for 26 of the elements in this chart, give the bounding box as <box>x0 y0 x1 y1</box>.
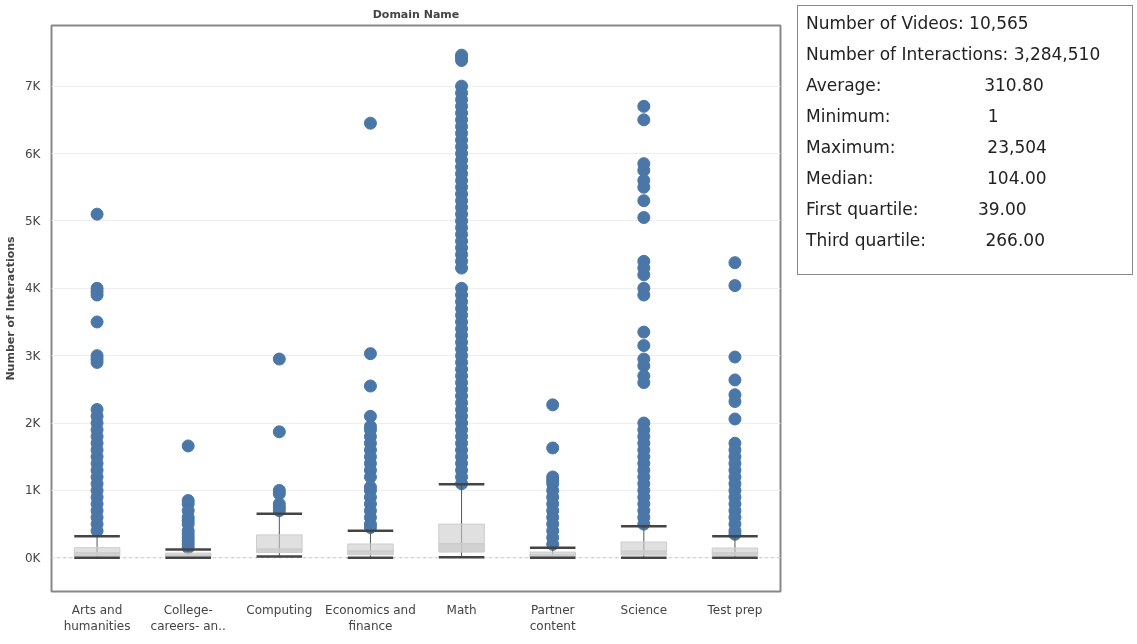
x-tick-label: Test prep <box>706 602 763 617</box>
y-tick-label: 1K <box>25 483 42 498</box>
x-tick-label: Math <box>446 602 477 617</box>
x-tick-label: Arts and humanities <box>63 602 131 634</box>
y-tick-label: 4K <box>25 281 42 296</box>
y-tick-label: 3K <box>25 348 42 363</box>
text: Average: 310.80 <box>806 74 1045 97</box>
y-tick-label: 2K <box>25 416 42 431</box>
x-tick-label: College- careers- an.. <box>150 602 226 634</box>
text: First quartile: 39.00 <box>806 198 1028 221</box>
x-tick-label: Partner content <box>529 602 576 634</box>
x-tick-label: Computing <box>246 602 313 617</box>
text: Median: 104.00 <box>806 167 1048 190</box>
text: Number of Interactions: 3,284,510 <box>806 43 1101 66</box>
y-tick-label: 0K <box>25 550 42 565</box>
x-tick-label: Science <box>620 602 668 617</box>
y-axis-title: Number of Interactions <box>4 235 17 381</box>
x-axis-title: Domain Name <box>372 7 460 21</box>
text: Minimum: 1 <box>806 105 1000 128</box>
text: Maximum: 23,504 <box>806 136 1048 159</box>
y-tick-label: 6K <box>25 146 42 161</box>
y-tick-label: 5K <box>25 213 42 228</box>
y-tick-label: 7K <box>25 79 42 94</box>
x-tick-label: Economics and finance <box>325 602 416 634</box>
text: Number of Videos: 10,565 <box>806 12 1030 35</box>
text: Third quartile: 266.00 <box>806 229 1046 252</box>
